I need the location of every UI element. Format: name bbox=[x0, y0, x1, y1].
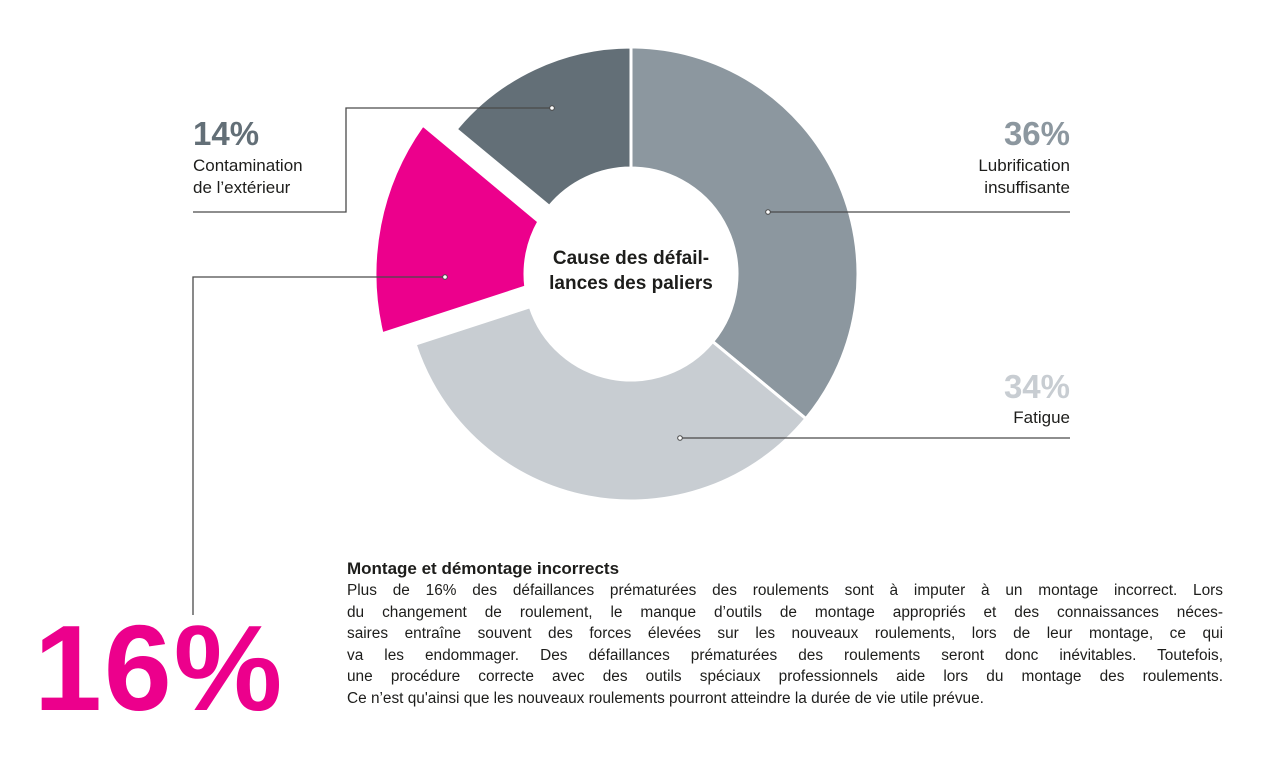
slice-fatigue bbox=[413, 304, 809, 503]
callout-line: saires entraîne souvent des forces élevé… bbox=[347, 625, 1223, 643]
leader-contamination-dot bbox=[549, 105, 555, 111]
callout-line: du changement de roulement, le manque d’… bbox=[347, 603, 1223, 621]
callout-text: Montage et démontage incorrects Plus de … bbox=[347, 558, 1223, 710]
label-line: Lubrification bbox=[978, 156, 1070, 175]
slice-label-fatigue: Fatigue bbox=[1013, 408, 1070, 427]
label-line: Contamination bbox=[193, 156, 303, 175]
leader-montage bbox=[192, 276, 445, 615]
leader-montage-dot bbox=[442, 274, 448, 280]
slice-value-label-lubrification: 36% bbox=[1003, 115, 1070, 152]
label-line: de l’extérieur bbox=[193, 178, 291, 197]
slice-label-lubrification: Lubrification insuffisante bbox=[978, 155, 1070, 199]
chart-title-line: lances des paliers bbox=[549, 273, 713, 294]
slice-montage bbox=[373, 122, 541, 336]
leader-contamination bbox=[193, 107, 552, 213]
chart-title-line: Cause des défail- bbox=[552, 248, 710, 269]
callout-line: une procédure correcte avec des outils s… bbox=[347, 668, 1223, 686]
callout-heading: Montage et démontage incorrects bbox=[347, 559, 620, 578]
label-line: insuffisante bbox=[984, 178, 1070, 197]
leader-lubrification-dot bbox=[765, 209, 771, 215]
slice-value-label-contamination: 14% bbox=[193, 115, 260, 152]
callout-line: Plus de 16% des défaillances prématurées… bbox=[347, 582, 1223, 599]
slice-label-contamination: Contamination de l’extérieur bbox=[193, 155, 303, 199]
callout-line: Ce n’est qu'ainsi que les nouveaux roule… bbox=[347, 689, 984, 707]
callout-line: va les endommager. Des défaillances prém… bbox=[347, 646, 1223, 664]
big-percentage: 16% bbox=[34, 600, 285, 736]
slice-lubrification bbox=[629, 45, 860, 421]
leader-fatigue-dot bbox=[677, 435, 683, 441]
slice-contamination bbox=[453, 45, 633, 209]
slice-value-label-fatigue: 34% bbox=[1003, 368, 1070, 405]
chart-title: Cause des défail- lances des paliers bbox=[531, 246, 731, 296]
